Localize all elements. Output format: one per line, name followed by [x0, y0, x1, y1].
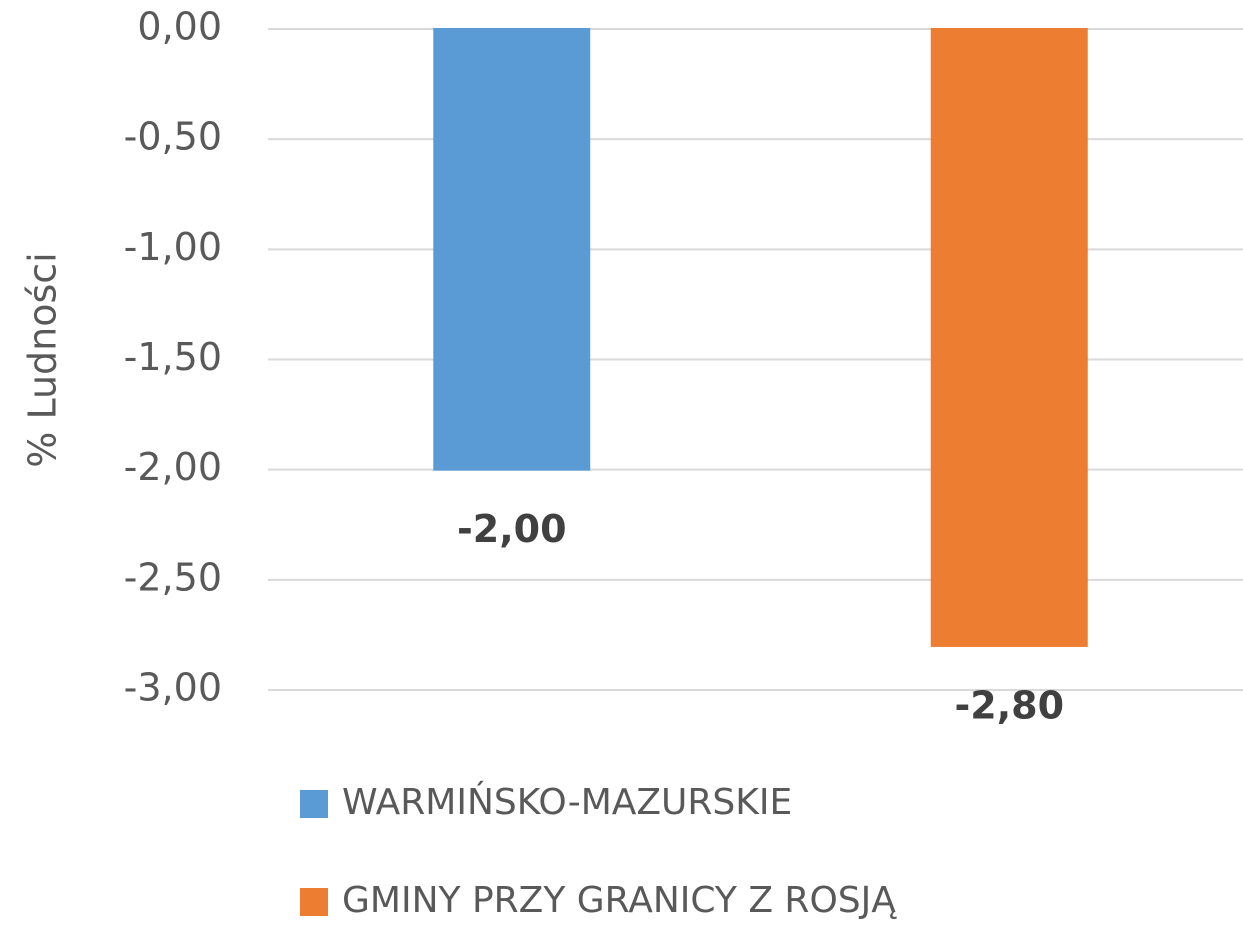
y-tick-label: -0,50 — [124, 115, 222, 159]
y-tick-label: 0,00 — [137, 5, 222, 49]
legend-label: GMINY PRZY GRANICY Z ROSJĄ — [342, 880, 897, 921]
data-label: -2,80 — [954, 683, 1064, 727]
y-tick-label: -1,00 — [124, 225, 222, 269]
bar — [930, 28, 1088, 647]
y-tick-label: -1,50 — [124, 335, 222, 379]
y-tick-label: -2,50 — [124, 555, 222, 599]
legend-label: WARMIŃSKO-MAZURSKIE — [342, 781, 792, 823]
y-tick-label: -3,00 — [124, 666, 222, 710]
legend-swatch — [300, 790, 328, 818]
legend-swatch — [300, 888, 328, 916]
bar — [433, 28, 591, 471]
y-tick-label: -2,00 — [124, 445, 222, 489]
y-axis-label: % Ludności — [21, 252, 65, 467]
data-label: -2,00 — [457, 507, 567, 551]
